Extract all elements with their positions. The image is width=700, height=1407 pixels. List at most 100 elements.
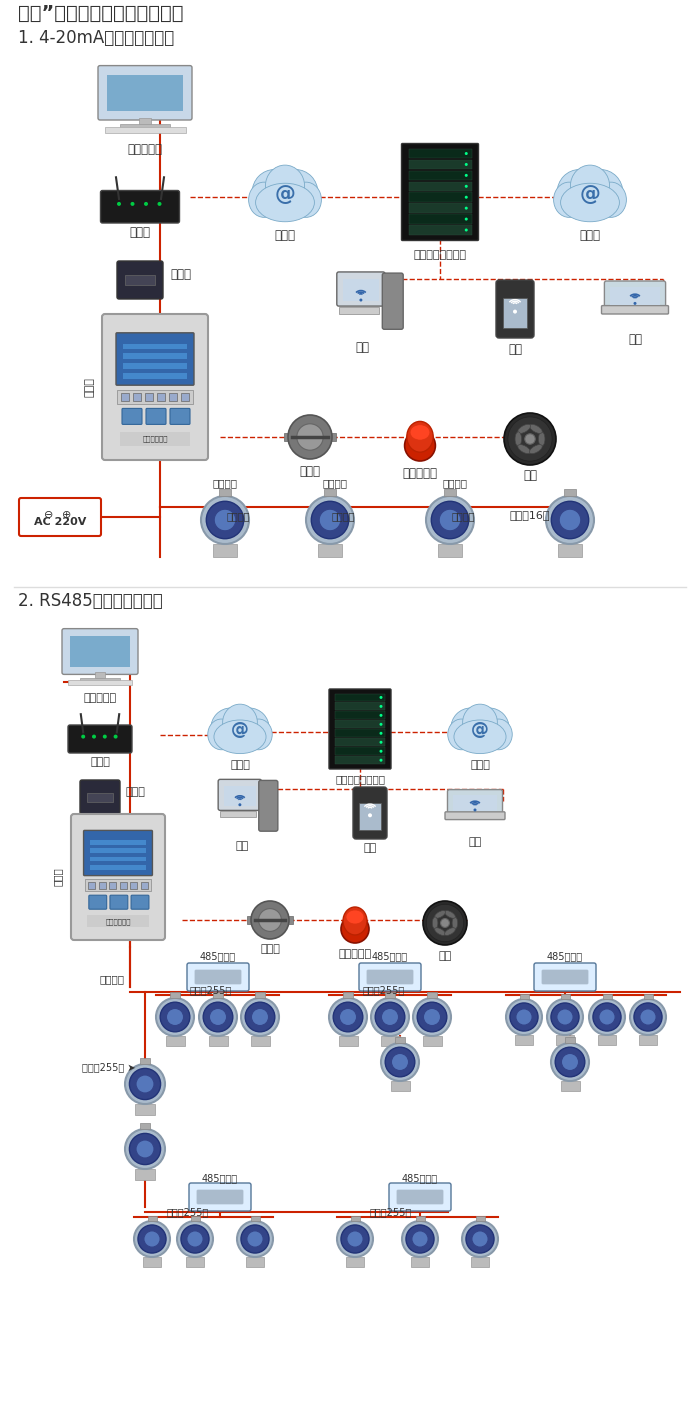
Circle shape — [552, 501, 589, 539]
Circle shape — [130, 1134, 160, 1165]
Ellipse shape — [248, 182, 279, 217]
Ellipse shape — [561, 183, 620, 222]
Bar — [107, 75, 183, 111]
Text: 信号输出: 信号输出 — [442, 478, 468, 488]
Circle shape — [181, 1225, 209, 1254]
FancyBboxPatch shape — [359, 962, 421, 991]
Circle shape — [359, 298, 363, 301]
Text: @: @ — [231, 720, 249, 739]
Text: 风机: 风机 — [523, 469, 537, 483]
Ellipse shape — [557, 169, 602, 215]
Circle shape — [379, 713, 382, 716]
Bar — [335, 712, 385, 719]
Bar — [85, 879, 151, 892]
Circle shape — [258, 909, 281, 931]
Circle shape — [551, 1043, 589, 1081]
Circle shape — [465, 163, 468, 166]
Bar — [423, 1036, 442, 1047]
Bar — [284, 432, 293, 442]
Ellipse shape — [554, 182, 584, 217]
Circle shape — [379, 740, 382, 744]
Circle shape — [508, 416, 552, 461]
Circle shape — [113, 734, 118, 739]
Circle shape — [103, 734, 107, 739]
Circle shape — [134, 1221, 170, 1256]
Bar — [427, 992, 437, 998]
Bar — [409, 170, 472, 180]
Bar — [95, 673, 105, 678]
Circle shape — [561, 1054, 578, 1071]
Circle shape — [241, 998, 279, 1036]
Bar — [181, 393, 189, 401]
Text: 2. RS485信号连接系统图: 2. RS485信号连接系统图 — [18, 592, 162, 611]
Ellipse shape — [518, 425, 531, 433]
Text: 电脑: 电脑 — [235, 841, 248, 851]
FancyBboxPatch shape — [80, 779, 120, 815]
Bar — [88, 916, 149, 927]
Circle shape — [237, 1221, 273, 1256]
Bar — [157, 393, 165, 401]
Circle shape — [634, 303, 636, 305]
Circle shape — [187, 1231, 203, 1247]
Ellipse shape — [470, 708, 509, 749]
Circle shape — [466, 1225, 494, 1254]
Circle shape — [130, 1068, 160, 1100]
Bar — [438, 545, 462, 557]
Bar — [123, 373, 187, 378]
Bar — [123, 353, 187, 359]
FancyBboxPatch shape — [195, 969, 241, 983]
Bar — [133, 393, 141, 401]
Bar — [335, 702, 385, 711]
Circle shape — [465, 218, 468, 221]
Ellipse shape — [245, 719, 272, 750]
FancyBboxPatch shape — [102, 314, 208, 460]
Circle shape — [347, 1231, 363, 1247]
Bar — [246, 1256, 264, 1266]
Bar — [335, 729, 385, 737]
Text: 可连接255台: 可连接255台 — [363, 985, 405, 995]
Bar — [123, 343, 187, 349]
Circle shape — [214, 509, 236, 530]
Text: 终端: 终端 — [628, 333, 642, 346]
FancyBboxPatch shape — [187, 962, 249, 991]
Circle shape — [589, 999, 625, 1036]
Bar — [285, 916, 293, 924]
Ellipse shape — [578, 169, 623, 215]
Bar — [120, 882, 127, 889]
Circle shape — [81, 734, 85, 739]
Ellipse shape — [518, 445, 531, 453]
Bar — [409, 204, 472, 212]
Ellipse shape — [515, 432, 522, 446]
Text: 可连接255台: 可连接255台 — [167, 1207, 209, 1217]
Circle shape — [341, 1225, 369, 1254]
Circle shape — [465, 174, 468, 177]
Bar — [209, 1036, 228, 1047]
FancyBboxPatch shape — [197, 1190, 243, 1204]
Circle shape — [465, 184, 468, 187]
Bar — [213, 545, 237, 557]
FancyBboxPatch shape — [19, 498, 101, 536]
FancyBboxPatch shape — [601, 305, 668, 314]
Circle shape — [465, 152, 468, 155]
Circle shape — [239, 803, 241, 806]
Bar — [121, 393, 129, 401]
Circle shape — [382, 1009, 398, 1026]
Text: 通讯线: 通讯线 — [85, 377, 95, 397]
Bar — [125, 274, 155, 286]
Ellipse shape — [435, 910, 445, 919]
Circle shape — [465, 228, 468, 232]
Bar — [169, 393, 177, 401]
Circle shape — [245, 1002, 275, 1031]
Bar — [256, 992, 265, 998]
Text: 485中继器: 485中继器 — [202, 1173, 238, 1183]
FancyBboxPatch shape — [382, 273, 403, 329]
Circle shape — [525, 433, 536, 445]
Circle shape — [440, 919, 449, 927]
Bar — [90, 865, 146, 870]
Ellipse shape — [273, 169, 318, 215]
Circle shape — [381, 1043, 419, 1081]
Text: 信号输出: 信号输出 — [227, 511, 251, 521]
Circle shape — [599, 1009, 615, 1026]
Text: 485中继器: 485中继器 — [200, 951, 236, 961]
Bar — [190, 1216, 199, 1221]
